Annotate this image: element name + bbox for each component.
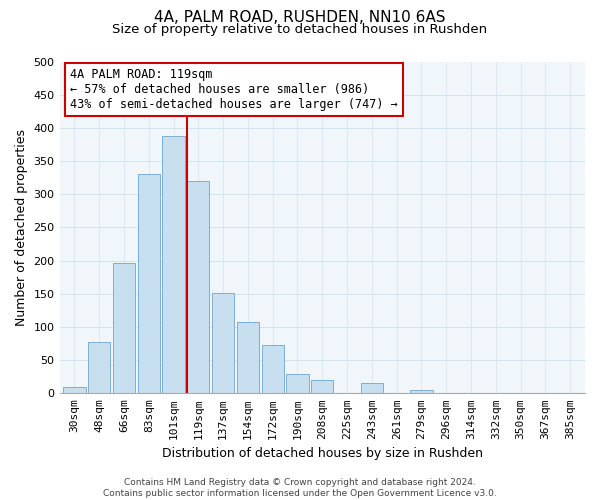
Bar — [88, 342, 110, 394]
Bar — [212, 293, 234, 394]
Bar — [187, 181, 209, 394]
Bar — [286, 374, 308, 394]
Bar — [311, 380, 334, 394]
Bar — [361, 384, 383, 394]
X-axis label: Distribution of detached houses by size in Rushden: Distribution of detached houses by size … — [162, 447, 483, 460]
Y-axis label: Number of detached properties: Number of detached properties — [15, 129, 28, 326]
Bar — [262, 345, 284, 394]
Bar — [163, 136, 185, 394]
Text: 4A PALM ROAD: 119sqm
← 57% of detached houses are smaller (986)
43% of semi-deta: 4A PALM ROAD: 119sqm ← 57% of detached h… — [70, 68, 398, 111]
Text: 4A, PALM ROAD, RUSHDEN, NN10 6AS: 4A, PALM ROAD, RUSHDEN, NN10 6AS — [154, 10, 446, 25]
Bar — [237, 322, 259, 394]
Bar — [137, 174, 160, 394]
Text: Contains HM Land Registry data © Crown copyright and database right 2024.
Contai: Contains HM Land Registry data © Crown c… — [103, 478, 497, 498]
Bar — [113, 262, 135, 394]
Bar — [63, 386, 86, 394]
Bar — [410, 390, 433, 394]
Text: Size of property relative to detached houses in Rushden: Size of property relative to detached ho… — [112, 22, 488, 36]
